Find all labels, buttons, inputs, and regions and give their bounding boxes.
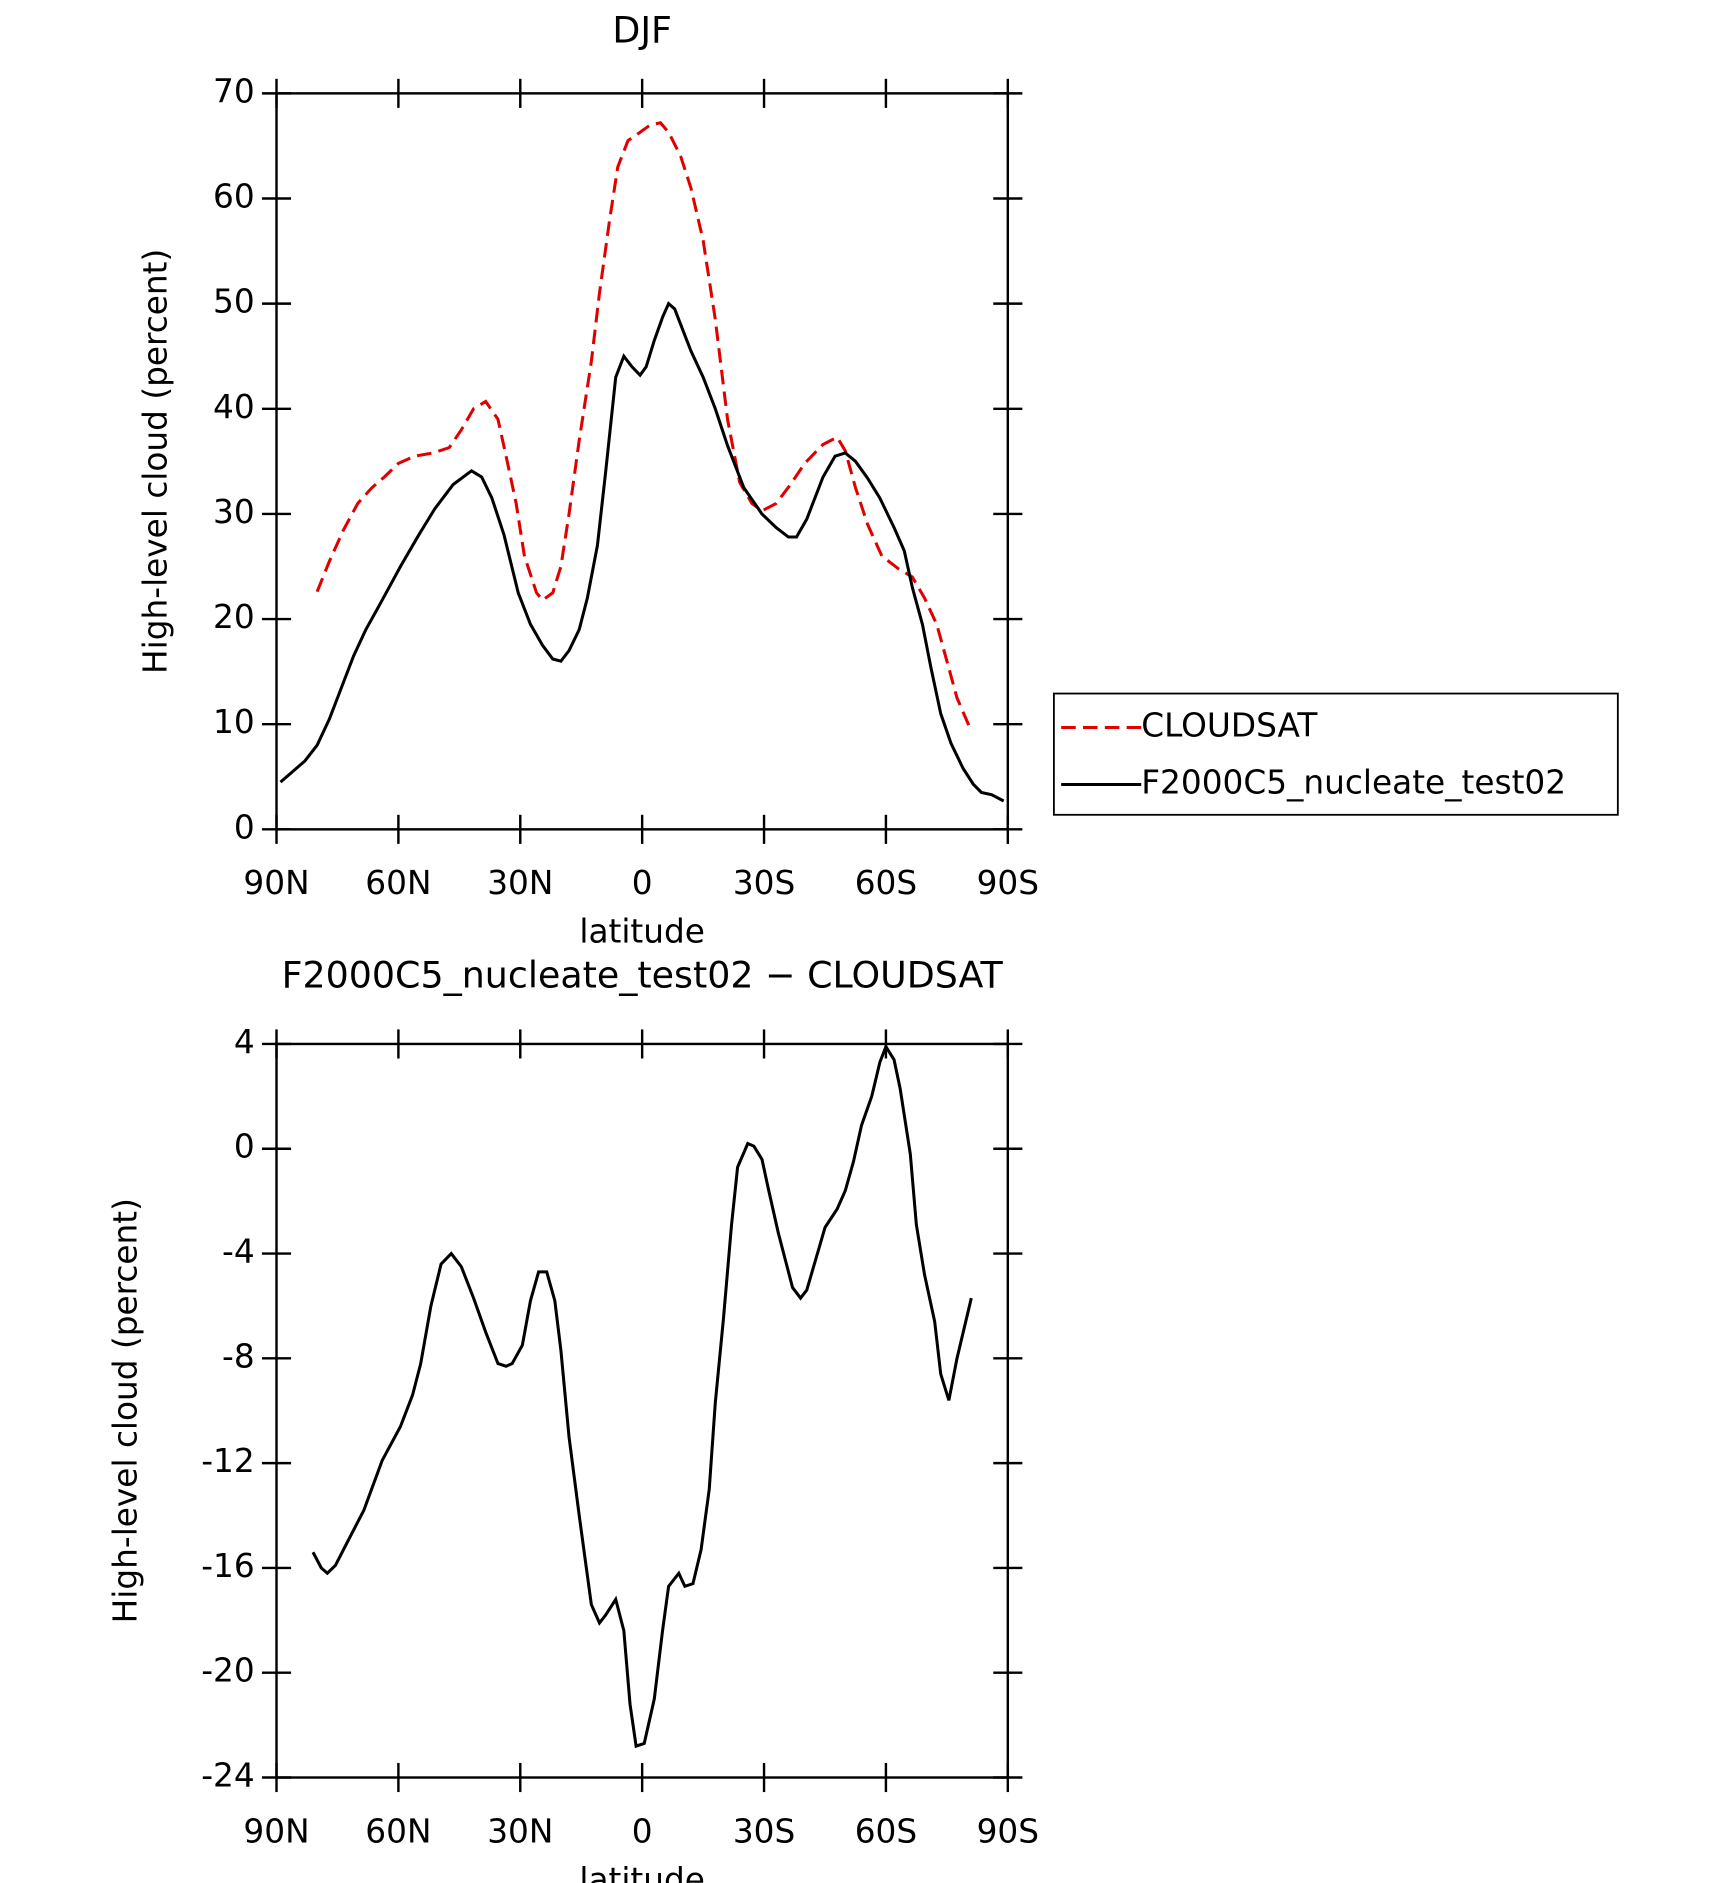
x-axis-label: latitude bbox=[579, 1861, 705, 1883]
legend-label: CLOUDSAT bbox=[1141, 706, 1318, 744]
x-tick-label: 90S bbox=[977, 864, 1039, 902]
x-tick-label: 0 bbox=[632, 864, 653, 902]
y-tick-label: -4 bbox=[222, 1233, 255, 1271]
chart-title: F2000C5_nucleate_test02 − CLOUDSAT bbox=[282, 953, 1004, 996]
y-axis-label: High-level cloud (percent) bbox=[106, 1198, 144, 1623]
y-axis-label: High-level cloud (percent) bbox=[137, 249, 175, 674]
y-tick-label: 50 bbox=[213, 283, 255, 321]
y-tick-label: 60 bbox=[213, 178, 255, 216]
plot-frame bbox=[275, 1042, 1010, 1779]
y-tick-label: -12 bbox=[201, 1442, 254, 1480]
y-tick-label: -24 bbox=[201, 1757, 254, 1795]
x-tick-label: 60N bbox=[365, 864, 431, 902]
y-tick-label: 10 bbox=[213, 703, 255, 741]
y-tick-label: 70 bbox=[213, 72, 255, 110]
y-tick-label: -16 bbox=[201, 1547, 254, 1585]
y-tick-label: 20 bbox=[213, 598, 255, 636]
y-tick-label: 0 bbox=[234, 1128, 255, 1166]
x-tick-label: 0 bbox=[632, 1812, 653, 1850]
y-tick-label: 30 bbox=[213, 493, 255, 531]
x-tick-label: 60S bbox=[855, 1812, 917, 1850]
x-axis-label: latitude bbox=[579, 913, 705, 951]
data-line bbox=[279, 301, 1005, 803]
x-tick-label: 30S bbox=[733, 864, 795, 902]
y-tick-label: 40 bbox=[213, 388, 255, 426]
legend-label: F2000C5_nucleate_test02 bbox=[1141, 763, 1566, 801]
data-line bbox=[311, 1043, 973, 1749]
y-tick-label: -20 bbox=[201, 1652, 254, 1690]
plot-frame bbox=[275, 92, 1010, 831]
x-tick-label: 60N bbox=[365, 1812, 431, 1850]
x-tick-label: 30N bbox=[487, 1812, 553, 1850]
y-tick-label: -8 bbox=[222, 1337, 255, 1375]
legend-box bbox=[1052, 692, 1619, 816]
data-line bbox=[315, 121, 971, 727]
x-tick-label: 90N bbox=[243, 864, 309, 902]
x-tick-label: 60S bbox=[855, 864, 917, 902]
x-tick-label: 90N bbox=[243, 1812, 309, 1850]
chart-title: DJF bbox=[612, 9, 672, 52]
x-tick-label: 30S bbox=[733, 1812, 795, 1850]
y-tick-label: 4 bbox=[234, 1023, 255, 1061]
x-tick-label: 90S bbox=[977, 1812, 1039, 1850]
x-tick-label: 30N bbox=[487, 864, 553, 902]
y-tick-label: 0 bbox=[234, 808, 255, 846]
